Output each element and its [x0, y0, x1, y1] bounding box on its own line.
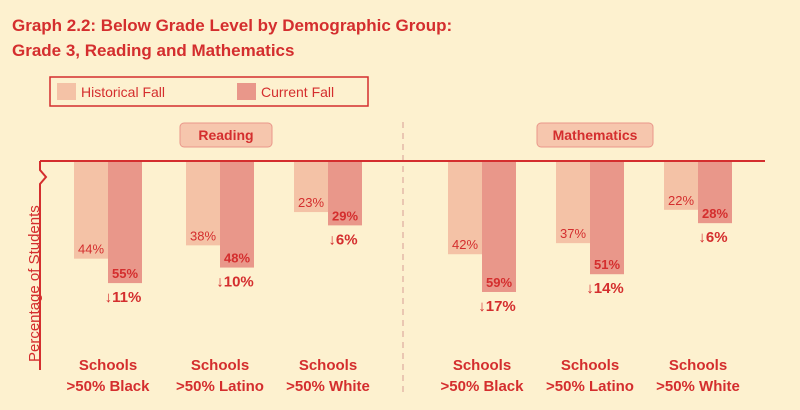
bar-reading-2-current [328, 161, 362, 226]
bar-mathematics-1-current [590, 161, 624, 275]
legend: Historical Fall Current Fall [49, 76, 369, 107]
bar-mathematics-1-historical [556, 161, 590, 244]
bar-mathematics-2-historical [664, 161, 698, 210]
category-prefix-reading-1: Schools [191, 357, 249, 374]
chart-title: Graph 2.2: Below Grade Level by Demograp… [12, 16, 452, 35]
category-prefix-reading-2: Schools [299, 357, 357, 374]
bar-mathematics-0-current [482, 161, 516, 292]
legend-label-historical: Historical Fall [81, 84, 165, 100]
math-label: Mathematics [553, 127, 638, 143]
change-label-reading-2: ↓6% [328, 231, 357, 248]
category-prefix-mathematics-2: Schools [669, 357, 727, 374]
bar-reading-1-current [220, 161, 254, 268]
bars-group [74, 161, 732, 292]
value-label-mathematics-1-historical: 37% [560, 226, 586, 241]
category-label-mathematics-0: >50% Black [441, 378, 525, 395]
category-prefix-mathematics-0: Schools [453, 357, 511, 374]
legend-swatch-historical [57, 83, 76, 100]
labels-group: 44% 55% ↓11% Schools >50% Black 38% 48% ↓10% Sch… [67, 193, 740, 395]
reading-panel-label: Reading [179, 122, 273, 148]
bar-reading-2-historical [294, 161, 328, 213]
value-label-reading-0-current: 55% [112, 266, 138, 281]
chart-subtitle: Grade 3, Reading and Mathematics [12, 41, 294, 60]
category-label-reading-1: >50% Latino [176, 378, 264, 395]
value-label-reading-0-historical: 44% [78, 242, 104, 257]
category-label-reading-2: >50% White [286, 378, 370, 395]
category-label-reading-0: >50% Black [67, 378, 151, 395]
reading-label-box [179, 122, 273, 148]
category-prefix-mathematics-1: Schools [561, 357, 619, 374]
change-label-reading-0: ↓11% [105, 289, 142, 306]
change-label-mathematics-2: ↓6% [698, 229, 727, 246]
bar-mathematics-0-historical [448, 161, 482, 255]
value-label-reading-2-current: 29% [332, 208, 358, 223]
y-axis-label: Percentage of Students [26, 205, 43, 362]
value-label-reading-1-historical: 38% [190, 228, 216, 243]
y-axis-line [39, 161, 48, 370]
value-label-mathematics-1-current: 51% [594, 257, 620, 272]
change-label-reading-1: ↓10% [216, 274, 254, 291]
math-label-box [536, 122, 654, 148]
value-label-reading-1-current: 48% [224, 251, 250, 266]
reading-label: Reading [198, 127, 253, 143]
legend-box [49, 76, 369, 107]
change-label-mathematics-1: ↓14% [586, 280, 624, 297]
bar-reading-1-historical [186, 161, 220, 246]
bar-mathematics-2-current [698, 161, 732, 224]
value-label-mathematics-0-current: 59% [486, 275, 512, 290]
bar-reading-0-historical [74, 161, 108, 259]
value-label-mathematics-0-historical: 42% [452, 237, 478, 252]
legend-label-current: Current Fall [261, 84, 334, 100]
value-label-mathematics-2-current: 28% [702, 206, 728, 221]
math-panel-label: Mathematics [536, 122, 654, 148]
value-label-mathematics-2-historical: 22% [668, 193, 694, 208]
legend-swatch-current [237, 83, 256, 100]
category-label-mathematics-1: >50% Latino [546, 378, 634, 395]
change-label-mathematics-0: ↓17% [478, 298, 516, 315]
category-label-mathematics-2: >50% White [656, 378, 740, 395]
bar-reading-0-current [108, 161, 142, 284]
category-prefix-reading-0: Schools [79, 357, 137, 374]
value-label-reading-2-historical: 23% [298, 195, 324, 210]
